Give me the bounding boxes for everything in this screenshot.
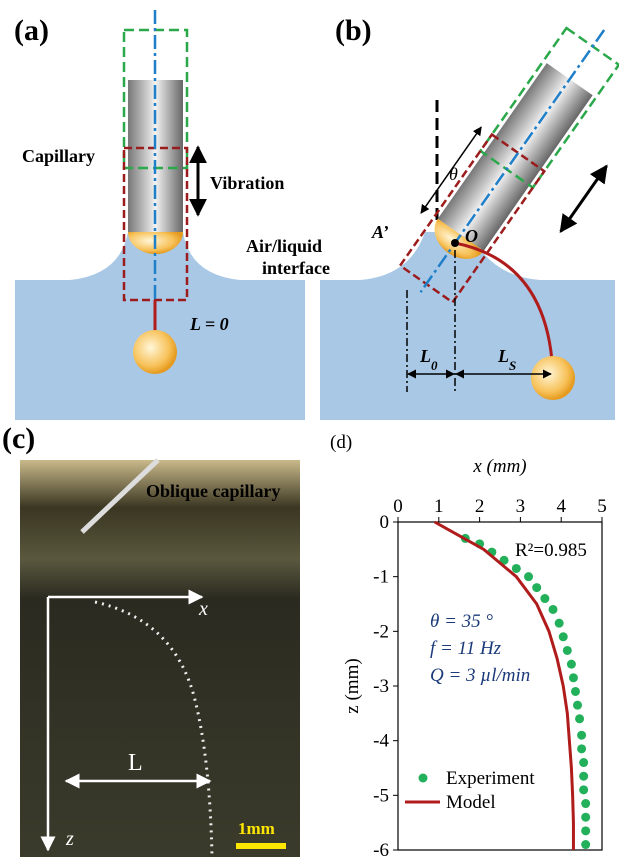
data-point	[567, 660, 576, 669]
y-tick-label: -3	[373, 676, 389, 697]
label: Air/liquid	[246, 236, 322, 256]
data-point	[524, 572, 533, 581]
label: 1mm	[238, 819, 275, 838]
data-point	[579, 785, 588, 794]
x-tick-label: 3	[516, 496, 526, 517]
panel-label: (a)	[14, 14, 49, 47]
x-tick-label: 1	[434, 496, 444, 517]
legend-marker	[419, 774, 428, 783]
label-main: L	[497, 346, 509, 366]
label: interface	[262, 258, 330, 278]
panel-a: (a) Capillary Vibration L = 0	[14, 10, 305, 420]
y-tick-label: -6	[373, 840, 389, 857]
data-point	[581, 813, 590, 822]
data-point	[579, 758, 588, 767]
y-tick-label: -4	[373, 731, 389, 752]
data-point	[581, 799, 590, 808]
y-axis-label: z (mm)	[342, 658, 363, 713]
data-point	[540, 594, 549, 603]
data-point	[579, 772, 588, 781]
label: A’	[371, 222, 389, 242]
label: L	[128, 750, 143, 776]
data-point	[569, 673, 578, 682]
label-sub: S	[509, 358, 516, 373]
annotation: f = 11 Hz	[430, 638, 502, 659]
data-point	[573, 701, 582, 710]
scale-bar	[236, 843, 286, 849]
legend-label: Experiment	[446, 768, 535, 789]
photo	[20, 460, 300, 857]
y-tick-label: -5	[373, 785, 389, 806]
label: z	[65, 828, 74, 850]
panel-d: (d) 0 1 2 3 4 5 0 -1 -2 -3 -4 -5 -6 x (mm) z (mm) R²=0.…	[330, 432, 607, 857]
arrow	[561, 166, 607, 232]
panel-c: (c) Oblique capillary x z L 1mm	[2, 422, 300, 857]
droplet	[531, 356, 575, 400]
label: x	[198, 598, 208, 620]
droplet	[133, 330, 177, 374]
data-point	[577, 744, 586, 753]
annotation: R²=0.985	[515, 540, 587, 561]
data-point	[581, 826, 590, 835]
legend-label: Model	[446, 792, 496, 813]
figure: (a) Capillary Vibration L = 0 (b) θ A’ O…	[0, 0, 619, 857]
data-point	[575, 714, 584, 723]
annotation: Q = 3 µl/min	[430, 665, 530, 686]
data-point	[559, 632, 568, 641]
y-tick-label: 0	[380, 512, 390, 533]
label: θ	[449, 164, 458, 184]
label: Vibration	[210, 173, 284, 193]
x-tick-label: 0	[393, 496, 403, 517]
data-point	[563, 646, 572, 655]
data-point	[581, 840, 590, 849]
data-point	[549, 605, 558, 614]
label: Capillary	[22, 146, 95, 166]
liquid	[320, 232, 615, 420]
label-sub: 0	[431, 358, 438, 373]
data-point	[577, 731, 586, 740]
panel-label: (b)	[335, 14, 372, 47]
data-point	[571, 687, 580, 696]
data-point	[555, 619, 564, 628]
x-tick-label: 4	[556, 496, 566, 517]
label: O	[465, 226, 478, 246]
point	[451, 239, 459, 247]
panel-label: (c)	[2, 422, 35, 455]
x-axis-label: x (mm)	[472, 456, 526, 477]
label: L = 0	[189, 314, 229, 334]
y-tick-label: -2	[373, 621, 389, 642]
x-tick-label: 5	[597, 496, 607, 517]
data-point	[532, 583, 541, 592]
label-main: L	[419, 346, 431, 366]
x-tick-label: 2	[475, 496, 485, 517]
data-point	[512, 564, 521, 573]
label: Oblique capillary	[146, 481, 281, 501]
annotation: θ = 35 °	[430, 611, 493, 632]
y-tick-label: -1	[373, 567, 389, 588]
panel-label: (d)	[330, 432, 352, 453]
